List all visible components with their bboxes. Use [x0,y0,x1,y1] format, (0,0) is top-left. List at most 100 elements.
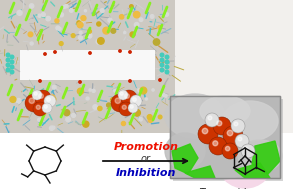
Circle shape [16,98,21,103]
Circle shape [108,18,112,22]
Circle shape [10,55,14,59]
Circle shape [77,21,81,25]
Circle shape [87,33,92,38]
Circle shape [36,105,40,109]
Circle shape [118,95,125,102]
Circle shape [66,117,70,122]
Ellipse shape [200,96,250,126]
Circle shape [225,146,230,151]
Circle shape [148,118,153,122]
Polygon shape [235,163,270,178]
Circle shape [46,102,51,107]
Circle shape [160,63,164,67]
Circle shape [25,94,43,112]
Ellipse shape [217,134,273,188]
Circle shape [227,130,233,136]
Ellipse shape [222,101,278,141]
Circle shape [130,32,135,37]
Circle shape [223,126,243,146]
Circle shape [40,109,46,116]
Circle shape [51,95,55,99]
Ellipse shape [238,140,282,172]
Bar [0,50,20,80]
Circle shape [100,9,104,12]
Circle shape [88,29,91,33]
Circle shape [92,89,95,92]
Circle shape [165,70,169,74]
Circle shape [86,97,89,100]
Circle shape [213,141,218,146]
Circle shape [71,113,76,117]
Circle shape [115,98,120,103]
Circle shape [46,16,50,21]
Circle shape [50,126,54,130]
Circle shape [39,80,41,82]
Circle shape [52,85,56,89]
Circle shape [121,103,123,106]
Circle shape [165,60,169,64]
Circle shape [44,95,56,107]
Circle shape [234,122,238,126]
Circle shape [114,89,116,92]
Circle shape [140,87,147,94]
Circle shape [29,4,34,8]
Circle shape [56,26,60,30]
Circle shape [159,79,161,81]
Circle shape [134,109,140,116]
Circle shape [6,63,10,67]
Circle shape [139,18,143,22]
Circle shape [39,94,43,98]
Circle shape [78,36,82,40]
Circle shape [231,119,245,133]
Circle shape [65,4,68,8]
Circle shape [44,105,47,108]
Text: Promotion: Promotion [114,142,178,152]
Circle shape [138,89,141,92]
Polygon shape [172,144,198,174]
Circle shape [134,22,139,27]
Bar [170,96,280,178]
Circle shape [111,29,116,33]
Circle shape [17,10,22,15]
Circle shape [153,39,160,45]
Circle shape [59,42,63,45]
Circle shape [120,15,124,19]
Circle shape [44,53,46,55]
Circle shape [52,126,55,129]
Circle shape [165,12,168,16]
Circle shape [158,26,162,29]
Bar [155,50,175,80]
Circle shape [28,32,33,37]
Circle shape [35,90,51,106]
Circle shape [38,14,41,17]
Polygon shape [252,141,280,174]
Circle shape [6,53,10,57]
Circle shape [222,143,238,159]
Bar [0,80,175,135]
Ellipse shape [165,94,225,138]
Circle shape [80,18,84,22]
Circle shape [160,53,164,57]
Circle shape [69,9,73,12]
Circle shape [28,101,35,107]
Circle shape [158,115,162,119]
Circle shape [30,42,33,45]
Circle shape [124,32,126,34]
Bar [173,99,283,181]
Circle shape [93,105,98,109]
Circle shape [64,110,70,116]
Circle shape [6,68,10,72]
Circle shape [28,107,31,110]
Ellipse shape [185,143,255,179]
Circle shape [129,51,131,53]
Circle shape [130,5,133,8]
Circle shape [29,98,35,103]
Circle shape [147,115,152,119]
Circle shape [125,94,130,98]
Circle shape [32,90,42,100]
Circle shape [205,113,219,127]
Circle shape [150,15,154,18]
Circle shape [10,60,14,64]
Circle shape [79,31,82,34]
Circle shape [103,27,110,34]
